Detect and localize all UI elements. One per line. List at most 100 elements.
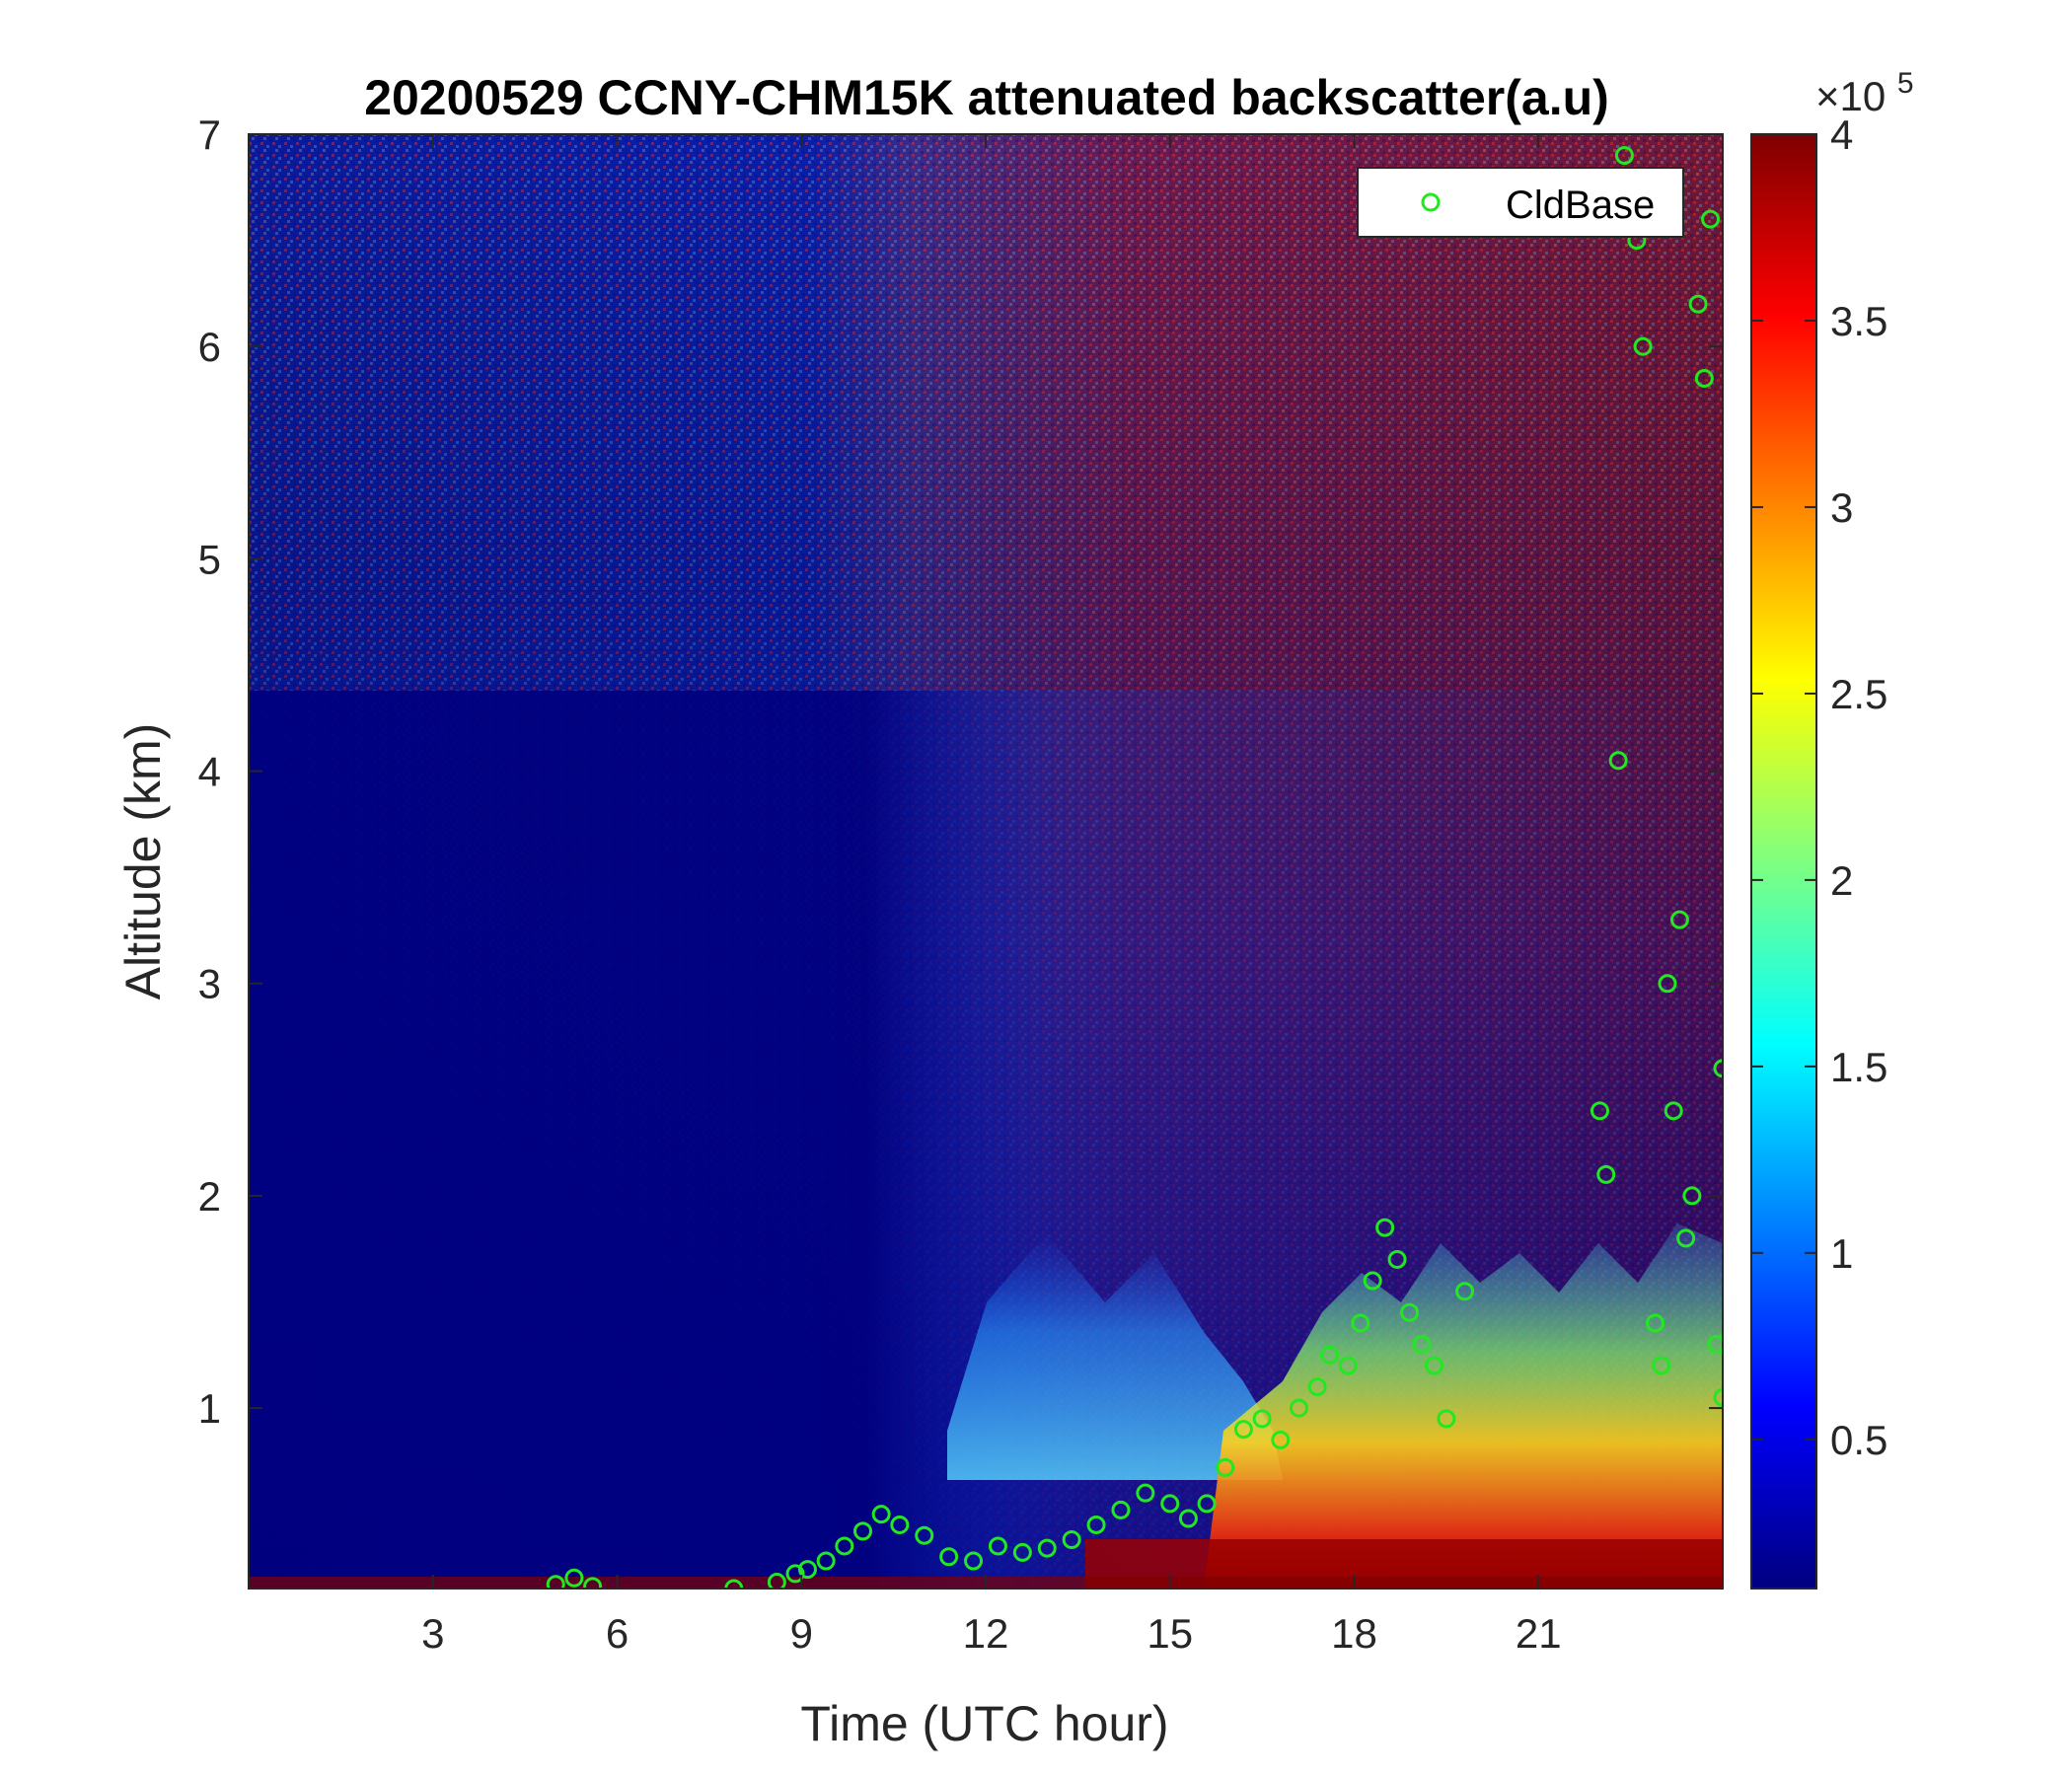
- cldbase-point: [939, 1547, 959, 1567]
- cldbase-point: [1664, 1101, 1683, 1121]
- colorbar-frame: [1750, 133, 1817, 1590]
- cldbase-point: [1646, 1313, 1665, 1333]
- cldbase-point: [853, 1521, 872, 1541]
- cldbase-point: [1375, 1218, 1395, 1237]
- y-tick-label: 1: [198, 1385, 221, 1432]
- cldbase-point: [1160, 1494, 1180, 1514]
- cldbase-point: [1037, 1538, 1057, 1558]
- x-tick-label: 9: [790, 1610, 813, 1657]
- y-tick-label: 6: [198, 324, 221, 370]
- cldbase-point: [1216, 1457, 1235, 1477]
- cldbase-point: [785, 1564, 805, 1584]
- cldbase-point: [1669, 910, 1689, 929]
- x-tick-label: 3: [421, 1610, 444, 1657]
- cldbase-point: [1320, 1345, 1340, 1365]
- x-tick-label: 18: [1331, 1610, 1377, 1657]
- y-tick-label: 5: [198, 536, 221, 582]
- cldbase-point: [1289, 1398, 1308, 1418]
- chart-title: 20200529 CCNY-CHM15K attenuated backscat…: [364, 70, 1609, 125]
- cldbase-point: [1062, 1530, 1081, 1550]
- cldbase-point: [1424, 1356, 1443, 1375]
- cldbase-point: [1682, 1186, 1702, 1206]
- y-axis: 1 2 3 4 5 6 7: [198, 111, 1723, 1432]
- cldbase-point: [835, 1536, 854, 1556]
- cldbase-point: [1614, 146, 1634, 166]
- cldbase-point: [1307, 1377, 1327, 1397]
- colorbar-tick-label: 4: [1830, 111, 1853, 158]
- colorbar: 0.5 1 1.5 2 2.5 3 3.5 4 ×10 5: [1750, 67, 1914, 1590]
- x-tick-label: 21: [1516, 1610, 1562, 1657]
- colorbar-tick-label: 0.5: [1830, 1417, 1887, 1463]
- colorbar-ticks: 0.5 1 1.5 2 2.5 3 3.5 4: [1751, 111, 1887, 1463]
- cldbase-point: [1707, 1335, 1723, 1355]
- cldbase-point: [1676, 1228, 1696, 1248]
- x-tick-label: 15: [1147, 1610, 1193, 1657]
- cldbase-point: [1455, 1282, 1475, 1301]
- plot-area: [249, 134, 1723, 1589]
- aerosol-plumes: [947, 1233, 1283, 1480]
- legend: CldBase: [1357, 167, 1684, 238]
- y-tick-label: 3: [198, 961, 221, 1007]
- legend-label: CldBase: [1506, 184, 1655, 227]
- cldbase-point: [1338, 1356, 1358, 1375]
- cldbase-point: [964, 1551, 984, 1571]
- cldbase-point: [1252, 1409, 1272, 1429]
- cldbase-point: [871, 1505, 891, 1524]
- cldbase-point: [1688, 294, 1708, 314]
- cldbase-point: [546, 1575, 565, 1589]
- y-axis-label: Altitude (km): [115, 723, 171, 1000]
- y-tick-label: 2: [198, 1173, 221, 1220]
- cldbase-point: [1658, 974, 1677, 994]
- colorbar-gradient: [1751, 134, 1816, 1589]
- x-tick-label: 12: [963, 1610, 1009, 1657]
- cldbase-point: [1591, 1101, 1609, 1121]
- colorbar-exponent: ×10 5: [1815, 67, 1914, 119]
- legend-box: [1357, 167, 1684, 238]
- cldbase-point: [1351, 1313, 1370, 1333]
- colorbar-tick-label: 1: [1830, 1230, 1853, 1277]
- cldbase-point: [988, 1536, 1007, 1556]
- colorbar-tick-label: 1.5: [1830, 1044, 1887, 1090]
- x-tick-label: 6: [606, 1610, 629, 1657]
- cldbase-point: [1363, 1271, 1382, 1291]
- cldbase-point: [767, 1573, 786, 1589]
- cldbase-point: [1387, 1249, 1407, 1269]
- cldbase-point: [1701, 209, 1721, 229]
- cldbase-point: [1086, 1515, 1106, 1534]
- cldbase-point: [816, 1551, 836, 1571]
- colorbar-tick-label: 2: [1830, 857, 1853, 904]
- cldbase-point: [1633, 336, 1653, 356]
- x-axis: 3 6 9 12 15 18 21: [421, 134, 1562, 1657]
- colorbar-tick-label: 2.5: [1830, 671, 1887, 717]
- cldbase-point: [724, 1579, 744, 1589]
- cldbase-point: [1233, 1420, 1253, 1440]
- colorbar-tick-label: 3: [1830, 484, 1853, 531]
- cldbase-point: [1400, 1302, 1420, 1322]
- cldbase-point: [1694, 368, 1714, 388]
- cldbase-point: [1437, 1409, 1456, 1429]
- colorbar-exponent-power: 5: [1897, 67, 1914, 100]
- cldbase-point: [1652, 1356, 1671, 1375]
- cldbase-series: [546, 146, 1723, 1589]
- legend-marker: [1421, 192, 1441, 212]
- cldbase-point: [797, 1560, 817, 1580]
- cldbase-point: [1197, 1494, 1217, 1514]
- cldbase-point: [1012, 1542, 1032, 1562]
- cldbase-point: [1412, 1335, 1432, 1355]
- cldbase-point: [1136, 1483, 1155, 1503]
- cldbase-point: [583, 1577, 603, 1589]
- cldbase-point: [1713, 1059, 1723, 1078]
- cldbase-point: [1596, 1164, 1616, 1184]
- cldbase-point: [1271, 1430, 1291, 1449]
- boundary-layer: [1204, 1223, 1723, 1589]
- colorbar-exponent-base: ×10: [1815, 73, 1886, 119]
- cldbase-point: [1111, 1500, 1131, 1519]
- colorbar-tick-label: 3.5: [1830, 298, 1887, 344]
- cldbase-point: [1608, 751, 1628, 771]
- cldbase-point: [564, 1568, 584, 1588]
- y-tick-label: 4: [198, 749, 221, 795]
- cldbase-point: [890, 1515, 910, 1534]
- y-tick-label: 7: [198, 111, 221, 158]
- cldbase-point: [1713, 1387, 1723, 1407]
